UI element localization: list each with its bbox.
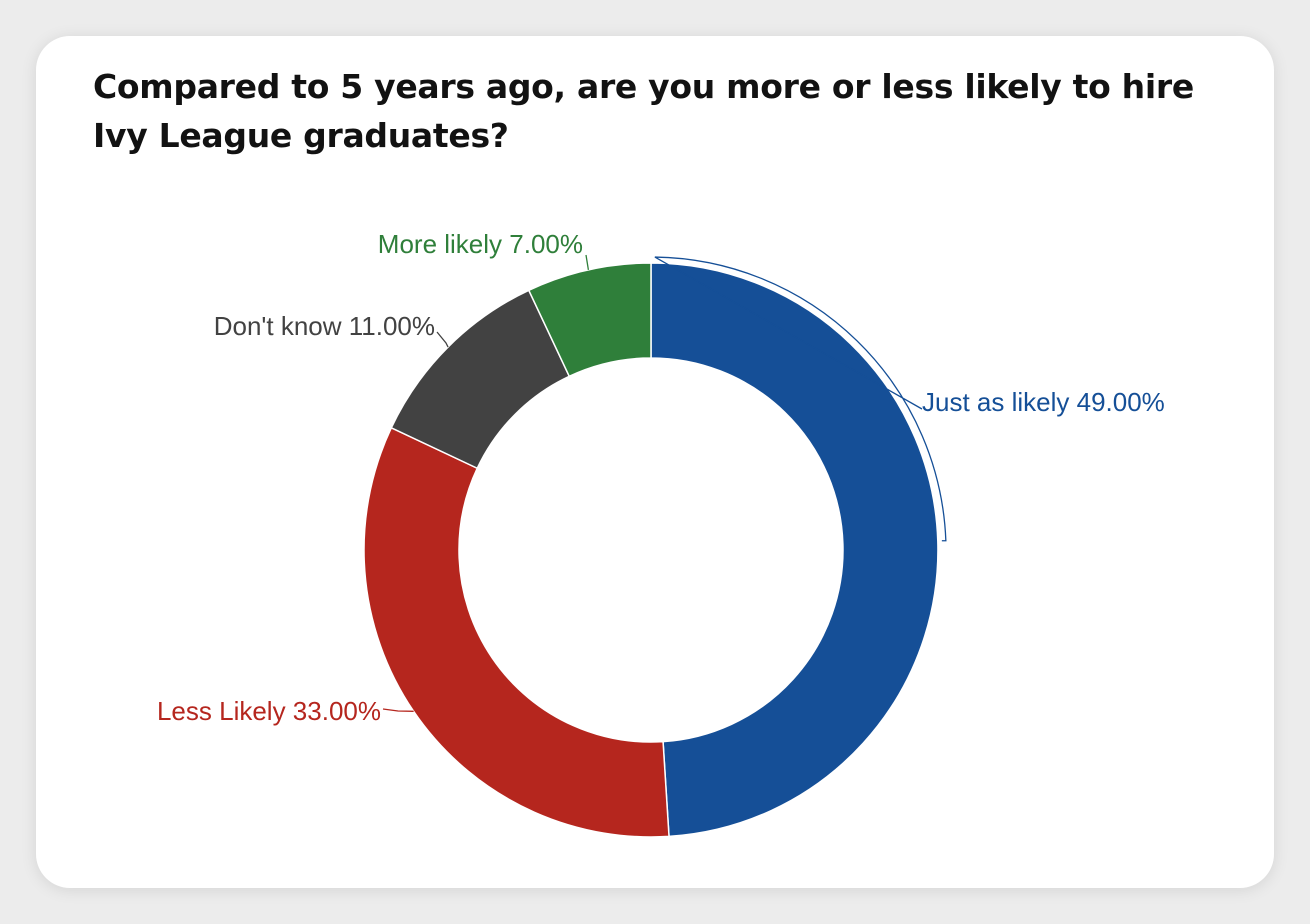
leader-line-just-as-likely [654, 256, 947, 542]
slice-label-less-likely: Less Likely 33.00% [157, 696, 381, 726]
slice-label-don-t-know: Don't know 11.00% [214, 311, 435, 341]
labels-layer: Just as likely 49.00% Less Likely 33.00% D… [157, 229, 1165, 726]
slice-label-just-as-likely: Just as likely 49.00% [922, 387, 1165, 417]
leader-line-don-t-know [436, 331, 449, 348]
slice-less-likely[interactable] [363, 426, 670, 838]
slices-layer [363, 262, 939, 838]
chart-title: Compared to 5 years ago, are you more or… [93, 67, 1194, 155]
leader-line-less-likely [382, 708, 414, 712]
slice-more-likely[interactable] [527, 262, 652, 378]
leader-lines-layer [382, 254, 947, 712]
leader-line-more-likely [585, 254, 590, 271]
slice-just-as-likely[interactable] [650, 262, 939, 838]
slice-label-more-likely: More likely 7.00% [378, 229, 583, 259]
